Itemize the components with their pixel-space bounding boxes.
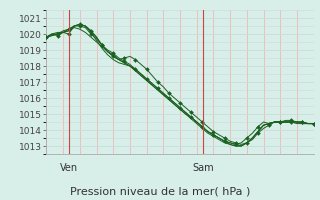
Text: Sam: Sam bbox=[192, 163, 213, 173]
Text: Pression niveau de la mer( hPa ): Pression niveau de la mer( hPa ) bbox=[70, 186, 250, 196]
Text: Ven: Ven bbox=[60, 163, 78, 173]
